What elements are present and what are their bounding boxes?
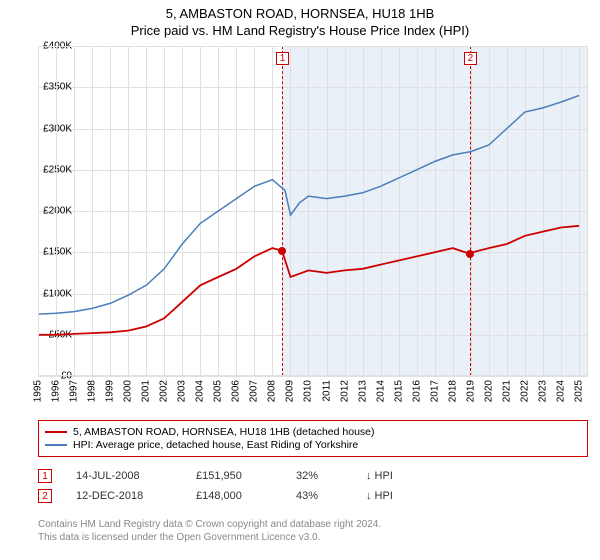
x-axis-label: 2004: [195, 380, 206, 402]
x-axis-label: 2012: [339, 380, 350, 402]
footer-attribution: Contains HM Land Registry data © Crown c…: [38, 518, 588, 544]
x-axis-label: 2023: [537, 380, 548, 402]
x-axis-label: 2011: [321, 380, 332, 402]
x-axis-label: 2024: [555, 380, 566, 402]
sale-marker-box: 2: [38, 489, 52, 503]
title-block: 5, AMBASTON ROAD, HORNSEA, HU18 1HB Pric…: [0, 0, 600, 40]
x-axis-label: 2002: [159, 380, 170, 402]
x-axis-label: 2022: [519, 380, 530, 402]
x-axis-label: 2008: [267, 380, 278, 402]
gridline-h: [38, 376, 588, 377]
x-axis-label: 1999: [105, 380, 116, 402]
x-axis-label: 2014: [375, 380, 386, 402]
x-axis-label: 2006: [231, 380, 242, 402]
x-axis-label: 2025: [573, 380, 584, 402]
legend-label: HPI: Average price, detached house, East…: [73, 439, 358, 451]
sale-date: 12-DEC-2018: [76, 490, 186, 502]
x-axis-label: 2000: [123, 380, 134, 402]
x-axis-label: 2001: [141, 380, 152, 402]
x-axis-label: 1995: [33, 380, 44, 402]
x-axis-label: 2019: [465, 380, 476, 402]
x-axis-label: 2005: [213, 380, 224, 402]
sale-marker-box: 1: [38, 469, 52, 483]
sale-row: 2 12-DEC-2018 £148,000 43% ↓ HPI: [38, 486, 588, 506]
x-axis-label: 2009: [285, 380, 296, 402]
sale-dir: ↓ HPI: [366, 490, 426, 502]
sale-date: 14-JUL-2008: [76, 470, 186, 482]
x-axis-label: 2018: [447, 380, 458, 402]
x-axis-label: 2016: [411, 380, 422, 402]
x-axis-label: 2015: [393, 380, 404, 402]
legend-item: 5, AMBASTON ROAD, HORNSEA, HU18 1HB (det…: [45, 426, 581, 438]
title-address: 5, AMBASTON ROAD, HORNSEA, HU18 1HB: [0, 6, 600, 21]
footer-line-1: Contains HM Land Registry data © Crown c…: [38, 518, 588, 531]
footer-line-2: This data is licensed under the Open Gov…: [38, 531, 588, 544]
sale-price: £151,950: [196, 470, 286, 482]
x-axis-label: 2017: [429, 380, 440, 402]
x-axis-label: 2013: [357, 380, 368, 402]
title-subtitle: Price paid vs. HM Land Registry's House …: [0, 23, 600, 38]
x-axis-label: 2003: [177, 380, 188, 402]
legend-item: HPI: Average price, detached house, East…: [45, 439, 581, 451]
legend-swatch: [45, 431, 67, 433]
x-axis-label: 1997: [69, 380, 80, 402]
sale-price: £148,000: [196, 490, 286, 502]
x-axis-label: 2020: [483, 380, 494, 402]
chart-plot-area: £0£50K£100K£150K£200K£250K£300K£350K£400…: [38, 46, 588, 376]
x-axis-label: 2007: [249, 380, 260, 402]
sale-row: 1 14-JUL-2008 £151,950 32% ↓ HPI: [38, 466, 588, 486]
legend-label: 5, AMBASTON ROAD, HORNSEA, HU18 1HB (det…: [73, 426, 375, 438]
plot-border: [38, 46, 588, 376]
chart-container: 5, AMBASTON ROAD, HORNSEA, HU18 1HB Pric…: [0, 0, 600, 560]
sale-pct: 32%: [296, 470, 356, 482]
sale-dir: ↓ HPI: [366, 470, 426, 482]
sale-pct: 43%: [296, 490, 356, 502]
x-axis-label: 1996: [51, 380, 62, 402]
legend-box: 5, AMBASTON ROAD, HORNSEA, HU18 1HB (det…: [38, 420, 588, 457]
legend-swatch: [45, 444, 67, 446]
x-axis-label: 2010: [303, 380, 314, 402]
sales-table: 1 14-JUL-2008 £151,950 32% ↓ HPI 2 12-DEC-2018…: [38, 466, 588, 506]
x-axis-label: 1998: [87, 380, 98, 402]
x-axis-label: 2021: [501, 380, 512, 402]
